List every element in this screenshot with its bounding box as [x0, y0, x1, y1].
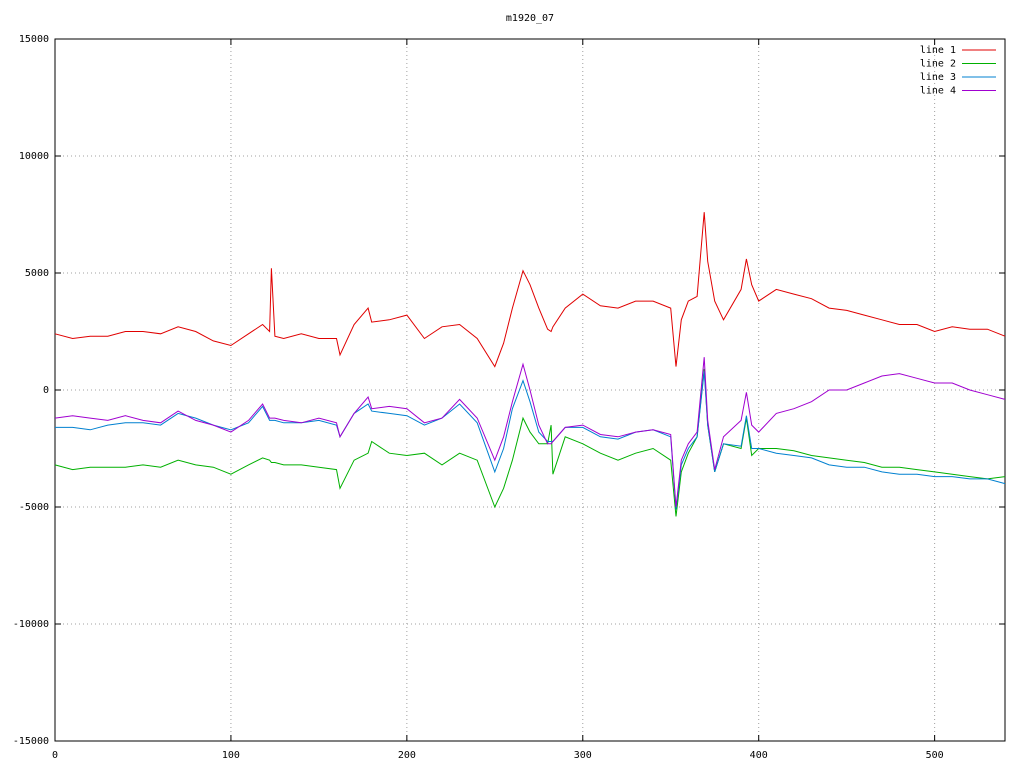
x-tick-label: 100 — [222, 750, 240, 761]
x-tick-label: 400 — [750, 750, 768, 761]
data-line — [55, 371, 1006, 510]
x-tick-label: 200 — [398, 750, 416, 761]
legend-label: line 1 — [920, 45, 956, 56]
y-tick-label: -10000 — [13, 619, 49, 630]
data-line — [54, 212, 1006, 368]
plot-frame — [54, 38, 1006, 742]
data-line — [54, 368, 1006, 517]
data-line — [54, 357, 1006, 508]
x-tick-label: 0 — [52, 750, 58, 761]
legend-label: line 3 — [920, 72, 956, 83]
y-tick-label: 15000 — [19, 34, 49, 45]
x-tick-label: 500 — [926, 750, 944, 761]
y-tick-label: 10000 — [19, 151, 49, 162]
x-tick-label: 300 — [574, 750, 592, 761]
legend-label: line 2 — [920, 59, 956, 70]
legend-label: line 4 — [920, 86, 956, 97]
y-tick-label: 0 — [43, 385, 49, 396]
y-tick-label: -15000 — [13, 736, 49, 747]
chart-title: m1920_07 — [506, 13, 554, 24]
y-tick-label: 5000 — [25, 268, 49, 279]
y-tick-label: -5000 — [19, 502, 49, 513]
